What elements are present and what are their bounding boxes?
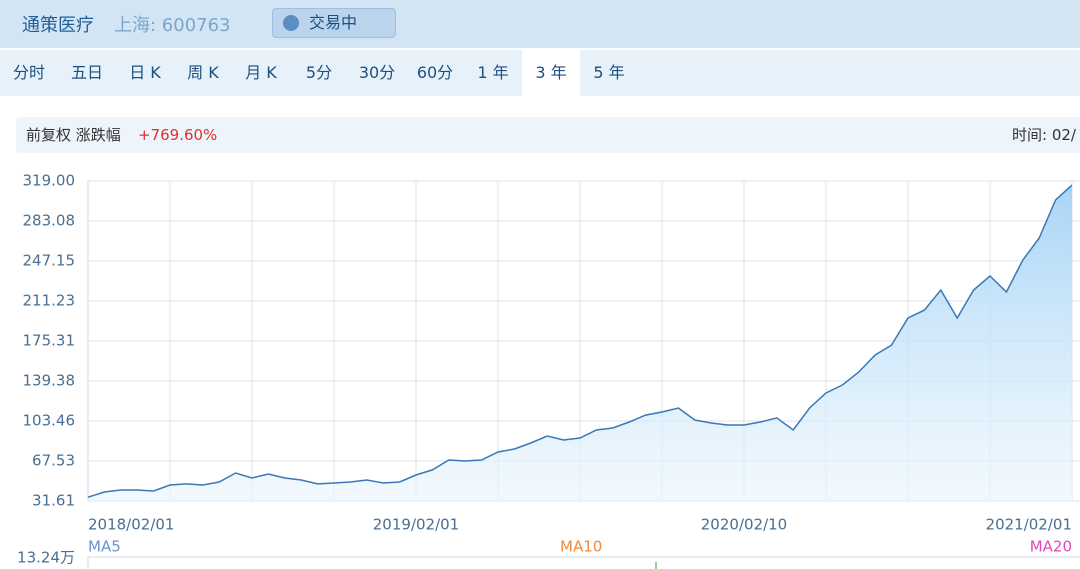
status-text: 交易中 bbox=[309, 13, 358, 32]
y-tick-label: 211.23 bbox=[23, 291, 76, 309]
info-bar: 前复权 涨跌幅 +769.60% 时间: 02/ bbox=[16, 117, 1080, 153]
top-bar: 通策医疗 上海: 600763 交易中 bbox=[0, 0, 1080, 48]
time-label: 时间: 02/ bbox=[1012, 126, 1076, 144]
tab[interactable]: 30分 bbox=[358, 63, 396, 82]
y-tick-label: 67.53 bbox=[32, 452, 75, 470]
tab[interactable]: 五日 bbox=[70, 63, 103, 82]
y-tick-label: 319.00 bbox=[23, 172, 76, 190]
clock-icon bbox=[283, 15, 299, 31]
tab[interactable]: 3 年 bbox=[522, 50, 580, 96]
x-tick-label: 2019/02/01 bbox=[373, 516, 459, 534]
stock-name: 通策医疗 bbox=[22, 15, 94, 36]
x-tick-label: 2020/02/10 bbox=[701, 516, 787, 534]
tab[interactable]: 月 K bbox=[245, 63, 277, 82]
volume-max: 13.24万 bbox=[17, 549, 75, 567]
tab[interactable]: 60分 bbox=[416, 63, 454, 82]
tab[interactable]: 5分 bbox=[305, 63, 333, 82]
status-button[interactable]: 交易中 bbox=[272, 8, 396, 38]
ma-label: MA5 bbox=[88, 538, 121, 556]
adjust-label: 前复权 涨跌幅 bbox=[26, 126, 121, 144]
y-tick-label: 247.15 bbox=[23, 252, 76, 270]
stock-code: 上海: 600763 bbox=[114, 15, 231, 36]
tab[interactable]: 周 K bbox=[187, 63, 219, 82]
period-tabs: 分时 五日 日 K 周 K 月 K 5分 30分 60分 1 年 3 年 5 年 bbox=[0, 50, 1080, 96]
chart: MA5 MA10 MA20 13.24万 31.61 67.53 103.46 139… bbox=[17, 172, 1080, 569]
y-tick-label: 31.61 bbox=[32, 492, 75, 510]
y-tick-label: 103.46 bbox=[23, 411, 76, 429]
price-line bbox=[87, 184, 1073, 498]
y-tick-label: 283.08 bbox=[23, 211, 76, 229]
y-tick-label: 175.31 bbox=[23, 331, 76, 349]
area bbox=[88, 185, 1072, 501]
x-tick-label: 2021/02/01 bbox=[986, 516, 1072, 534]
x-tick-label: 2018/02/01 bbox=[88, 516, 174, 534]
ma-label: MA10 bbox=[560, 538, 602, 556]
tab[interactable]: 5 年 bbox=[593, 63, 625, 82]
y-tick-label: 139.38 bbox=[23, 372, 76, 390]
tab[interactable]: 日 K bbox=[129, 63, 161, 82]
change-value: +769.60% bbox=[138, 126, 218, 144]
tab[interactable]: 分时 bbox=[12, 63, 45, 82]
ma-label: MA20 bbox=[1030, 538, 1072, 556]
tab[interactable]: 1 年 bbox=[477, 63, 509, 82]
